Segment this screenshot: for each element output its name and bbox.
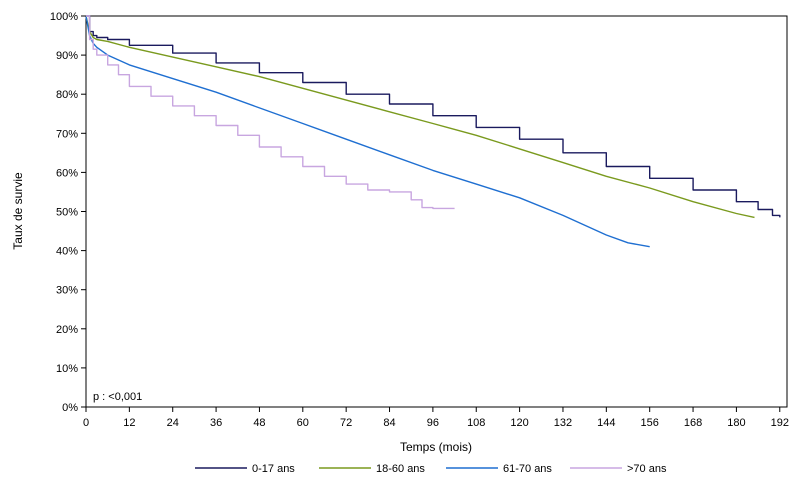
y-tick-label: 10% (56, 363, 78, 375)
y-axis-title: Taux de survie (11, 172, 25, 250)
series-line (85, 15, 755, 219)
x-tick-label: 48 (253, 417, 265, 429)
x-tick-label: 36 (210, 417, 222, 429)
y-tick-label: 50% (56, 207, 78, 219)
y-tick-label: 0% (62, 402, 78, 414)
series-line (86, 15, 455, 210)
legend-label: 0-17 ans (252, 463, 295, 475)
y-tick-label: 60% (56, 167, 78, 179)
series-line (86, 15, 781, 218)
plot-frame (85, 15, 788, 408)
legend-label: 18-60 ans (376, 463, 425, 475)
x-tick-label: 180 (727, 417, 745, 429)
y-tick-label: 100% (50, 11, 78, 23)
x-tick-label: 192 (771, 417, 789, 429)
x-tick-label: 144 (597, 417, 615, 429)
x-tick-label: 168 (684, 417, 702, 429)
y-axis: 0% 10% 20% 30% 40% 50% 60% 70% 80% 90% 100% (50, 11, 86, 414)
y-tick-label: 70% (56, 128, 78, 140)
x-axis: 0 12 24 36 48 60 72 84 96 108 120 132 144 156 168 180 19… (83, 407, 789, 429)
x-tick-label: 24 (167, 417, 179, 429)
x-tick-label: 96 (427, 417, 439, 429)
series-line (85, 15, 650, 248)
x-tick-label: 156 (641, 417, 659, 429)
x-tick-label: 132 (554, 417, 572, 429)
x-tick-label: 108 (467, 417, 485, 429)
legend-label: 61-70 ans (503, 463, 552, 475)
x-axis-title: Temps (mois) (400, 440, 472, 454)
legend: 0-17 ans 18-60 ans 61-70 ans >70 ans (195, 463, 667, 475)
series-layer (85, 15, 781, 248)
y-tick-label: 90% (56, 50, 78, 62)
x-tick-label: 12 (123, 417, 135, 429)
x-tick-label: 60 (297, 417, 309, 429)
legend-label: >70 ans (627, 463, 667, 475)
y-tick-label: 40% (56, 246, 78, 258)
x-tick-label: 72 (340, 417, 352, 429)
y-tick-label: 20% (56, 324, 78, 336)
x-tick-label: 84 (383, 417, 395, 429)
annotation-pvalue: p : <0,001 (93, 391, 142, 403)
x-tick-label: 120 (510, 417, 528, 429)
x-tick-label: 0 (83, 417, 89, 429)
y-tick-label: 30% (56, 285, 78, 297)
y-tick-label: 80% (56, 89, 78, 101)
